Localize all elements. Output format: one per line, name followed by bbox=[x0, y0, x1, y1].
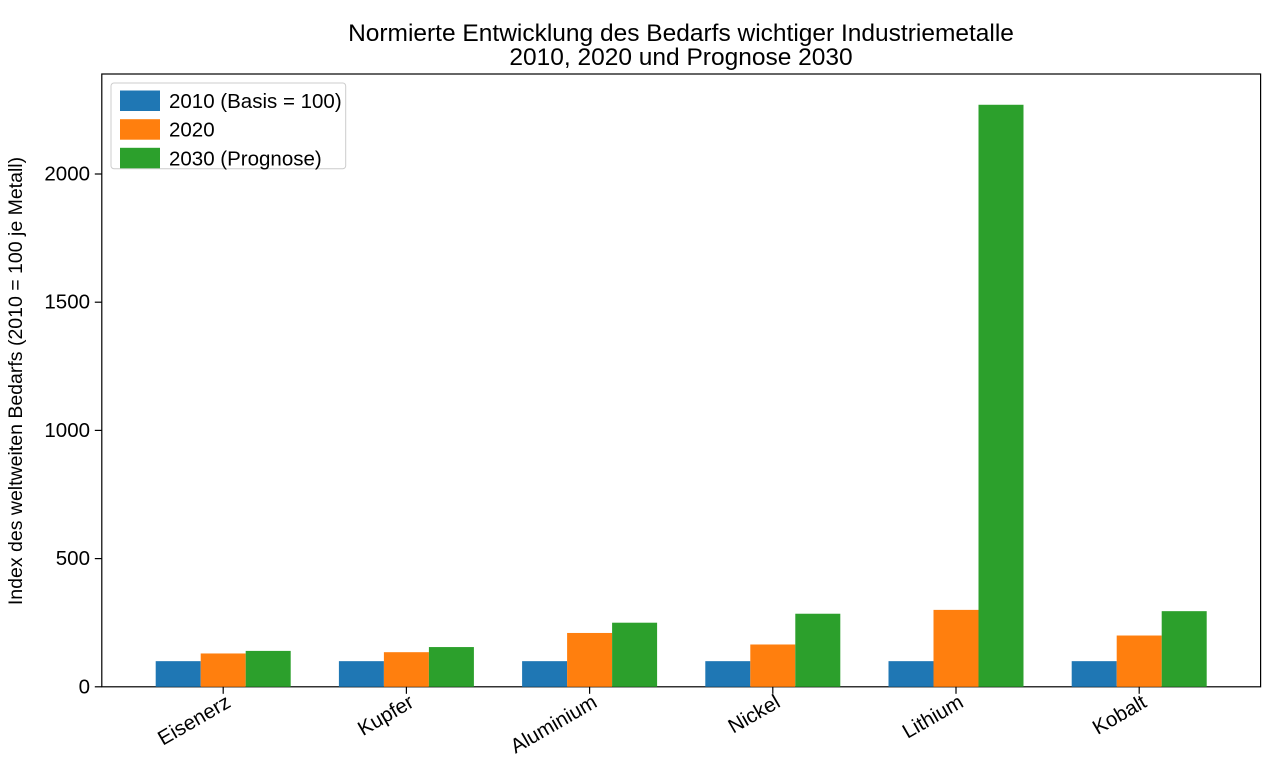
svg-text:1000: 1000 bbox=[44, 419, 90, 442]
svg-text:2010, 2020 und Prognose 2030: 2010, 2020 und Prognose 2030 bbox=[509, 44, 852, 71]
svg-text:0: 0 bbox=[79, 675, 90, 698]
svg-text:2000: 2000 bbox=[44, 163, 90, 186]
svg-text:Index des weltweiten Bedarfs (: Index des weltweiten Bedarfs (2010 = 100… bbox=[5, 157, 27, 605]
svg-text:2010 (Basis = 100): 2010 (Basis = 100) bbox=[169, 90, 342, 113]
svg-text:1500: 1500 bbox=[44, 291, 90, 314]
svg-text:500: 500 bbox=[56, 547, 90, 570]
svg-text:2030 (Prognose): 2030 (Prognose) bbox=[169, 147, 322, 170]
svg-text:2020: 2020 bbox=[169, 119, 215, 142]
